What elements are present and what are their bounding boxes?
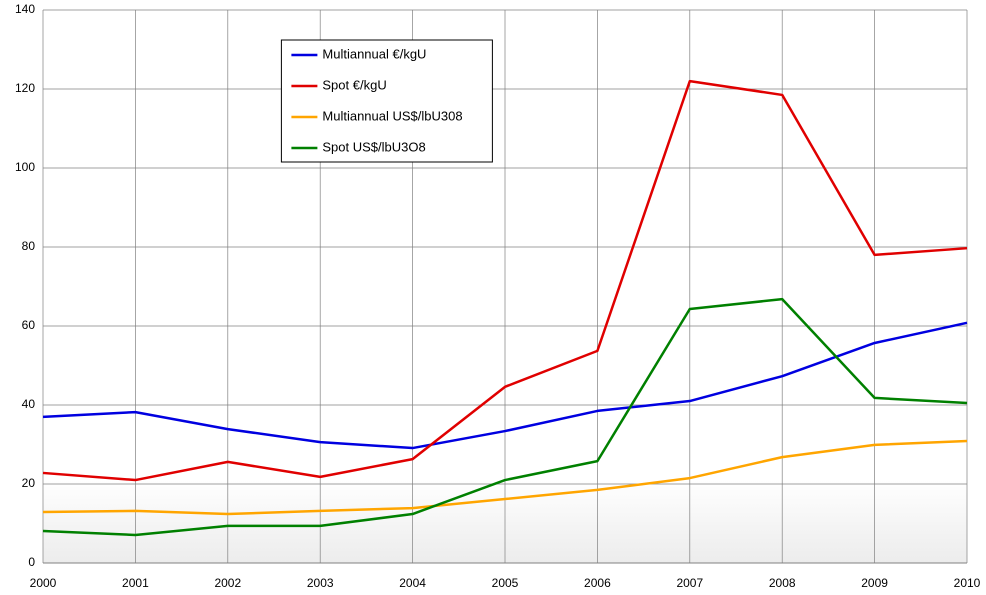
y-tick-label: 0 bbox=[28, 555, 35, 569]
x-tick-label: 2001 bbox=[122, 576, 149, 590]
y-tick-label: 40 bbox=[22, 397, 36, 411]
x-tick-label: 2004 bbox=[399, 576, 426, 590]
x-tick-label: 2010 bbox=[954, 576, 981, 590]
x-tick-label: 2007 bbox=[676, 576, 703, 590]
line-series bbox=[42, 321, 968, 450]
legend-label: Multiannual €/kgU bbox=[322, 46, 426, 61]
legend-box bbox=[280, 39, 493, 163]
x-tick-label: 2009 bbox=[861, 576, 888, 590]
y-tick-label: 80 bbox=[22, 239, 36, 253]
x-tick-label: 2005 bbox=[492, 576, 519, 590]
y-tick-label: 100 bbox=[15, 160, 35, 174]
y-tick-label: 140 bbox=[15, 2, 35, 16]
x-tick-label: 2003 bbox=[307, 576, 334, 590]
legend-label: Multiannual US$/lbU308 bbox=[322, 108, 462, 123]
y-tick-label: 120 bbox=[15, 81, 35, 95]
line-series bbox=[42, 297, 968, 537]
legend-label: Spot €/kgU bbox=[322, 77, 386, 92]
line-series bbox=[42, 439, 968, 516]
line-series bbox=[42, 79, 968, 482]
x-tick-label: 2006 bbox=[584, 576, 611, 590]
legend-label: Spot US$/lbU3O8 bbox=[322, 139, 425, 154]
y-tick-label: 60 bbox=[22, 318, 36, 332]
x-tick-label: 2000 bbox=[30, 576, 57, 590]
x-tick-label: 2008 bbox=[769, 576, 796, 590]
y-tick-label: 20 bbox=[22, 476, 36, 490]
x-tick-label: 2002 bbox=[214, 576, 241, 590]
